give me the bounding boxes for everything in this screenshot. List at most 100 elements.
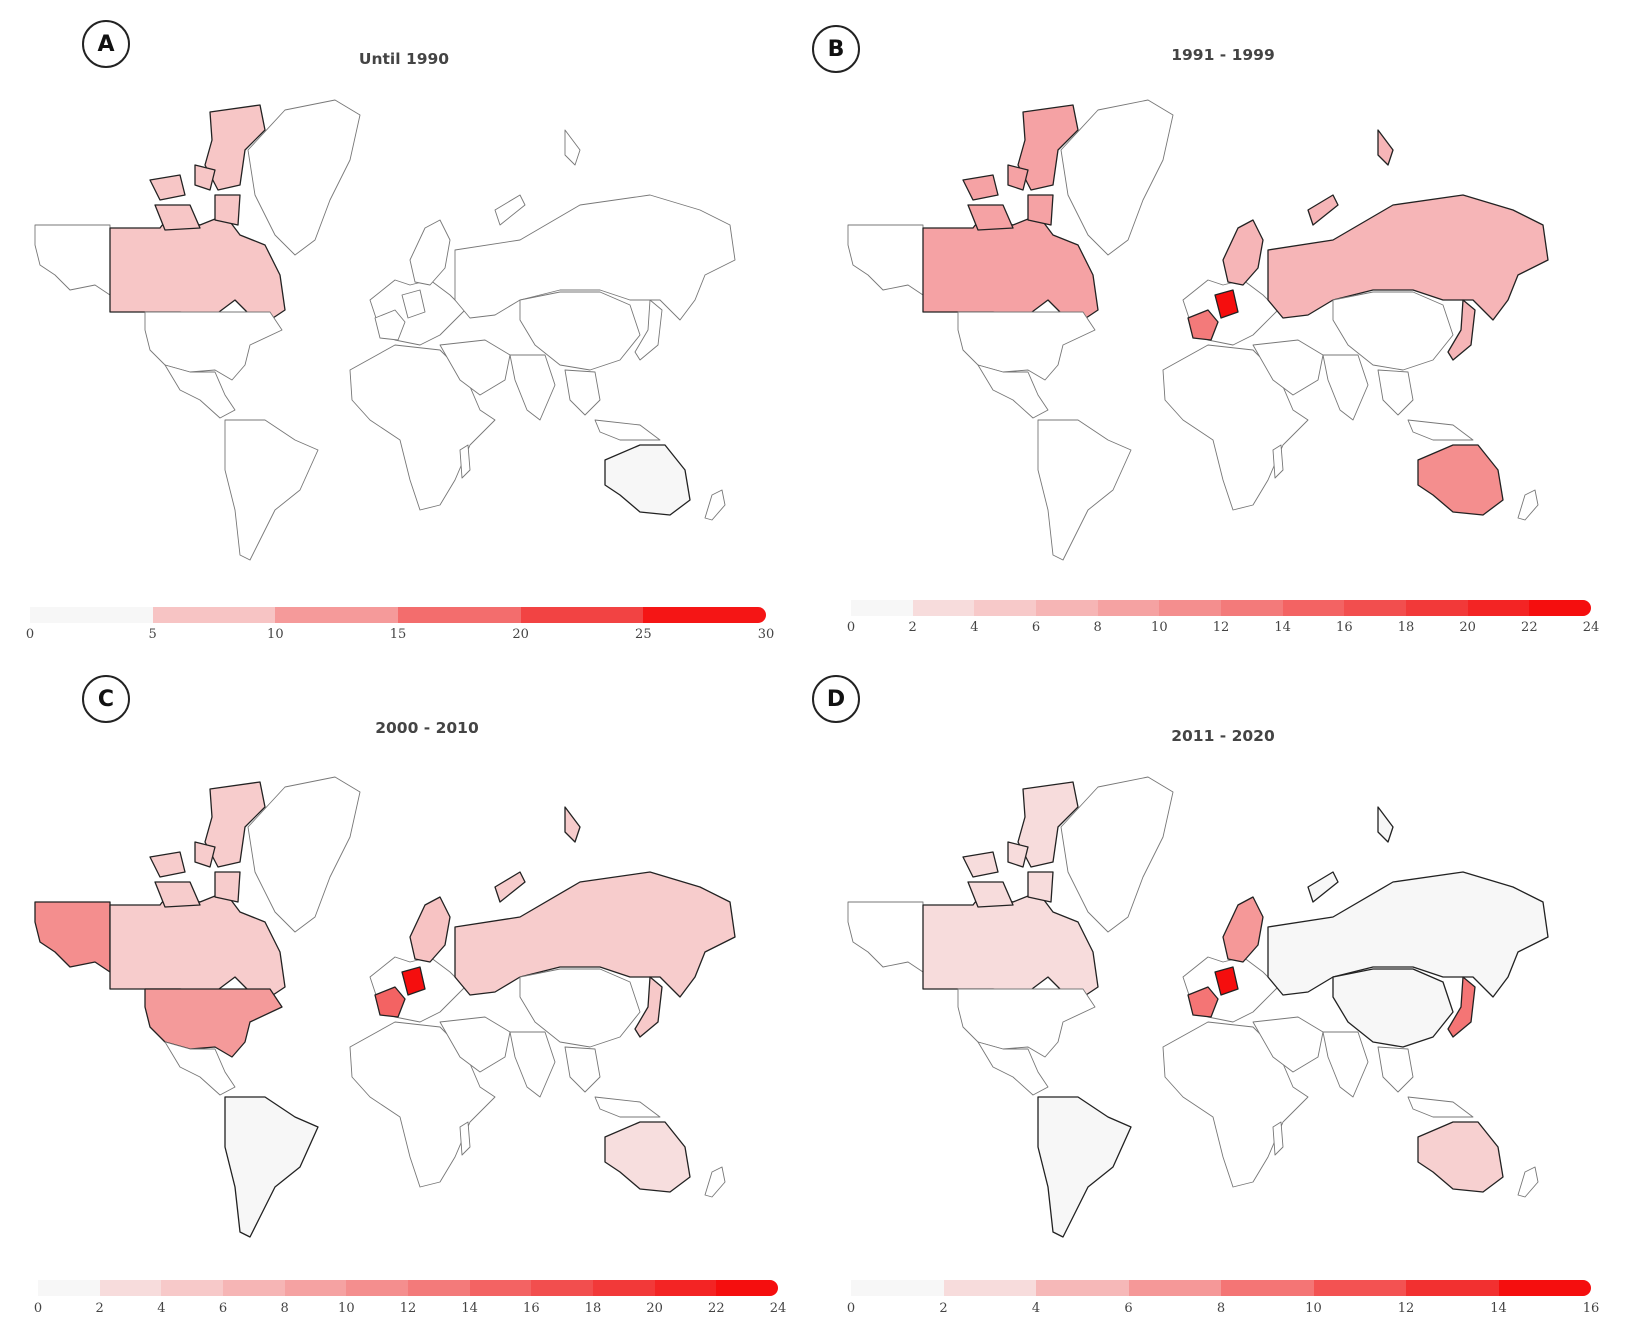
region-madagascar <box>459 1121 471 1156</box>
color-scale-segment <box>654 1280 717 1296</box>
region-canada <box>1017 781 1079 868</box>
color-scale-segment <box>275 607 399 623</box>
world-map <box>34 99 736 561</box>
region-greenland <box>1060 99 1174 256</box>
region-greenland <box>247 99 361 256</box>
color-scale-tick-label: 18 <box>584 1301 602 1316</box>
color-scale-tick-label: 10 <box>338 1301 355 1316</box>
color-scale-segment <box>223 1280 285 1296</box>
region-southamerica <box>224 419 319 561</box>
color-scale-tick-label: 0 <box>33 1301 43 1316</box>
color-scale-segment <box>716 1280 778 1296</box>
panel-title: 2000 - 2010 <box>375 719 479 737</box>
color-scale-tick-label: 8 <box>280 1301 289 1316</box>
region-centralamerica <box>977 1041 1049 1096</box>
region-alaska <box>34 224 111 296</box>
region-middleeast <box>1252 1016 1324 1073</box>
color-scale-tick-label: 14 <box>1274 620 1291 635</box>
color-scale <box>30 607 766 623</box>
region-china <box>519 968 641 1048</box>
color-scale-segment <box>408 1280 470 1296</box>
panel-label: A <box>97 31 115 57</box>
region-china <box>519 291 641 371</box>
region-scandinavia <box>1222 896 1264 963</box>
panel-label: C <box>97 686 115 712</box>
region-seasia <box>564 1046 661 1118</box>
region-russia <box>494 129 581 226</box>
region-canada <box>1017 104 1079 191</box>
region-southamerica <box>1037 1096 1132 1238</box>
panel-c: C 2000 - 2010 0 2 4 6 8 10 12 14 16 18 20 22 24 <box>0 667 813 1334</box>
color-scale-tick-label: 12 <box>399 1301 417 1316</box>
region-scandinavia <box>409 896 451 963</box>
color-scale-tick-label: 0 <box>846 620 856 635</box>
panel-label: D <box>826 686 846 712</box>
color-scale-tick-label: 30 <box>757 627 775 642</box>
color-scale-tick-label: 24 <box>769 1301 787 1316</box>
region-japan <box>634 299 663 361</box>
region-canada <box>962 841 1054 908</box>
color-scale-tick-label: 10 <box>267 627 284 642</box>
color-scale-segment <box>1097 600 1160 616</box>
color-scale-ticks: 0 2 4 6 8 10 12 14 16 <box>847 1301 1599 1317</box>
color-scale-tick-label: 4 <box>157 1301 166 1316</box>
color-scale-tick-label: 12 <box>1212 620 1230 635</box>
region-russia <box>1267 871 1549 998</box>
color-scale-tick-label: 14 <box>461 1301 478 1316</box>
region-russia <box>1267 194 1549 321</box>
color-scale-tick-label: 22 <box>1521 620 1538 635</box>
color-scale-segment <box>161 1280 224 1296</box>
color-scale-tick-label: 8 <box>1093 620 1102 635</box>
region-canada <box>149 164 241 231</box>
color-scale-segment <box>851 600 913 616</box>
region-alaska <box>34 901 111 973</box>
color-scale-tick-label: 25 <box>635 627 652 642</box>
panel-a: A Until 1990 0 5 10 15 20 25 30 <box>0 0 813 667</box>
color-scale-segment <box>99 1280 162 1296</box>
color-scale-tick-label: 2 <box>908 620 917 635</box>
panel-title: Until 1990 <box>358 50 450 68</box>
color-scale-tick-label: 2 <box>95 1301 104 1316</box>
color-scale-tick-label: 22 <box>708 1301 725 1316</box>
region-centralamerica <box>977 364 1049 419</box>
region-canada <box>204 104 266 191</box>
color-scale-segment <box>943 1280 1036 1296</box>
region-middleeast <box>439 1016 511 1073</box>
region-germany <box>401 289 426 319</box>
color-scale-tick-label: 15 <box>389 627 407 642</box>
color-scale-segment <box>1529 600 1591 616</box>
region-russia <box>1307 806 1394 903</box>
region-india <box>1322 354 1369 421</box>
region-japan <box>1447 299 1476 361</box>
panel-label: B <box>827 36 845 62</box>
region-usa <box>957 988 1096 1058</box>
color-scale-tick-label: 18 <box>1397 620 1415 635</box>
region-canada <box>109 214 286 321</box>
color-scale <box>38 1280 778 1296</box>
region-newzealand <box>704 489 726 521</box>
color-scale-tick-label: 5 <box>148 627 157 642</box>
region-centralamerica <box>164 1041 236 1096</box>
world-map <box>34 776 736 1238</box>
color-scale-tick-label: 6 <box>218 1301 228 1316</box>
color-scale-tick-label: 14 <box>1490 1301 1507 1316</box>
region-madagascar <box>1272 1121 1284 1156</box>
panel-d: D 2011 - 2020 0 2 4 6 8 10 12 14 16 <box>812 667 1626 1334</box>
panel-b: B 1991 - 1999 0 2 4 6 8 10 12 14 16 18 20 22 24 <box>812 0 1626 667</box>
color-scale-segment <box>1344 600 1407 616</box>
color-scale-segment <box>1036 600 1098 616</box>
region-japan <box>1447 976 1476 1038</box>
color-scale-segment <box>398 607 521 623</box>
region-china <box>1332 968 1454 1048</box>
region-southamerica <box>1037 419 1132 561</box>
color-scale-segment <box>469 1280 532 1296</box>
color-scale-tick-label: 4 <box>1031 1301 1041 1316</box>
region-australia <box>1417 444 1504 516</box>
color-scale <box>851 600 1591 616</box>
region-canada <box>109 891 286 998</box>
color-scale-tick-label: 6 <box>1031 620 1041 635</box>
region-australia <box>604 1121 691 1193</box>
region-china <box>1332 291 1454 371</box>
region-russia <box>454 871 736 998</box>
color-scale-segment <box>1282 600 1345 616</box>
